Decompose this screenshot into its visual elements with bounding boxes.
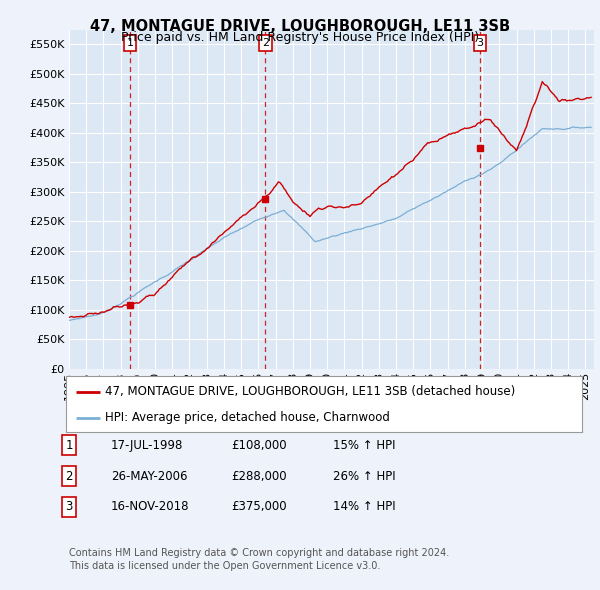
- Text: 17-JUL-1998: 17-JUL-1998: [111, 439, 184, 452]
- Text: Price paid vs. HM Land Registry's House Price Index (HPI): Price paid vs. HM Land Registry's House …: [121, 31, 479, 44]
- Text: 16-NOV-2018: 16-NOV-2018: [111, 500, 190, 513]
- Text: 2: 2: [65, 470, 73, 483]
- Text: 15% ↑ HPI: 15% ↑ HPI: [333, 439, 395, 452]
- Text: 14% ↑ HPI: 14% ↑ HPI: [333, 500, 395, 513]
- Text: £375,000: £375,000: [231, 500, 287, 513]
- Text: 2: 2: [262, 38, 269, 48]
- Text: HPI: Average price, detached house, Charnwood: HPI: Average price, detached house, Char…: [104, 411, 389, 424]
- Text: 47, MONTAGUE DRIVE, LOUGHBOROUGH, LE11 3SB (detached house): 47, MONTAGUE DRIVE, LOUGHBOROUGH, LE11 3…: [104, 385, 515, 398]
- Text: £108,000: £108,000: [231, 439, 287, 452]
- Text: £288,000: £288,000: [231, 470, 287, 483]
- Text: 26-MAY-2006: 26-MAY-2006: [111, 470, 187, 483]
- Text: 47, MONTAGUE DRIVE, LOUGHBOROUGH, LE11 3SB: 47, MONTAGUE DRIVE, LOUGHBOROUGH, LE11 3…: [90, 19, 510, 34]
- Text: 3: 3: [476, 38, 484, 48]
- Text: Contains HM Land Registry data © Crown copyright and database right 2024.
This d: Contains HM Land Registry data © Crown c…: [69, 548, 449, 571]
- Text: 1: 1: [65, 439, 73, 452]
- Text: 26% ↑ HPI: 26% ↑ HPI: [333, 470, 395, 483]
- Text: 1: 1: [127, 38, 133, 48]
- Text: 3: 3: [65, 500, 73, 513]
